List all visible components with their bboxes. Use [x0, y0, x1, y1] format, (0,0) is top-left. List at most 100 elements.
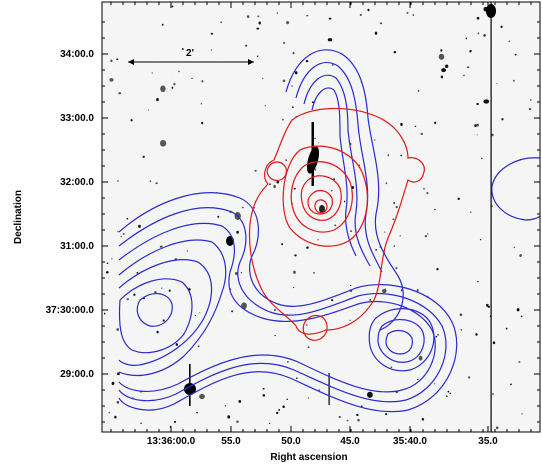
field-source	[254, 169, 257, 172]
field-source	[518, 361, 521, 363]
field-source	[256, 27, 260, 30]
field-source	[307, 397, 310, 399]
field-source	[116, 58, 119, 61]
field-source	[424, 234, 428, 238]
field-source	[147, 109, 150, 111]
field-source	[256, 55, 259, 58]
field-source	[440, 49, 443, 52]
field-source	[467, 376, 471, 379]
x-tick-labels: 13:36:00.0 55.0 50.0 45.0 35:40.0 35.0	[147, 436, 498, 447]
field-source	[306, 246, 309, 249]
field-source	[314, 168, 317, 171]
field-source	[400, 154, 403, 157]
field-source	[331, 63, 334, 66]
field-source	[350, 284, 352, 286]
field-source	[317, 239, 319, 241]
field-source	[483, 34, 486, 37]
y-tick-label: 34:00.0	[60, 49, 94, 60]
field-source	[438, 53, 445, 60]
field-source	[514, 53, 517, 56]
field-source	[465, 37, 468, 40]
field-source	[445, 395, 448, 397]
field-source	[210, 49, 213, 51]
field-source	[130, 119, 133, 122]
field-source	[476, 123, 480, 127]
field-source	[178, 70, 180, 73]
field-source	[492, 393, 494, 396]
field-source	[367, 8, 370, 12]
field-source	[313, 272, 315, 274]
axis-ticks	[102, 2, 540, 432]
field-source	[276, 180, 280, 184]
field-source	[447, 390, 450, 393]
field-source	[240, 272, 242, 274]
field-source	[393, 201, 396, 205]
field-source	[108, 411, 110, 414]
field-source	[420, 132, 424, 135]
field-source	[161, 287, 163, 289]
y-tick-label: 29:00.0	[60, 369, 94, 380]
field-source	[470, 211, 472, 213]
field-source	[417, 89, 420, 92]
field-source	[417, 378, 419, 381]
field-source	[359, 13, 362, 17]
field-source	[168, 289, 171, 292]
field-source	[196, 411, 198, 414]
field-source	[186, 250, 189, 252]
scale-bar-label: 2'	[186, 48, 194, 59]
y-tick-label: 33:00.0	[60, 113, 94, 124]
plot-frame	[101, 1, 541, 433]
field-source	[385, 413, 388, 416]
field-source	[238, 399, 242, 403]
field-source	[327, 38, 333, 42]
field-source	[400, 122, 403, 126]
field-source	[392, 218, 395, 221]
field-source	[282, 41, 286, 45]
field-source	[530, 99, 532, 101]
field-source	[122, 232, 125, 235]
field-source	[505, 327, 508, 330]
field-source	[356, 413, 359, 417]
field-source	[294, 254, 297, 257]
field-source	[379, 22, 383, 25]
field-source	[343, 200, 346, 203]
field-source	[175, 343, 178, 346]
field-source	[516, 308, 520, 312]
field-source	[210, 32, 214, 35]
field-source	[393, 50, 397, 54]
field-source	[418, 355, 423, 361]
field-source	[306, 324, 308, 326]
field-source	[435, 335, 438, 338]
field-source	[395, 266, 398, 270]
field-source	[274, 335, 276, 337]
field-source	[349, 230, 353, 232]
field-source	[330, 190, 333, 192]
field-source	[318, 142, 320, 144]
field-source	[262, 387, 265, 390]
field-source	[521, 413, 523, 415]
field-source	[381, 288, 387, 294]
field-source	[110, 59, 113, 63]
x-tick-label: 55.0	[221, 436, 241, 447]
field-source	[433, 383, 436, 385]
field-source	[278, 408, 281, 411]
field-source	[477, 280, 479, 283]
field-source	[114, 415, 117, 419]
diffraction-spike	[490, 2, 492, 432]
field-source	[276, 12, 278, 14]
y-tick-label: 37:30:00.0	[46, 305, 95, 316]
field-source	[142, 155, 145, 158]
field-source	[338, 415, 341, 419]
field-source	[149, 180, 152, 183]
field-source	[161, 23, 164, 26]
field-source	[220, 21, 223, 24]
field-source	[510, 383, 512, 386]
field-source	[434, 121, 437, 125]
x-axis-title: Right ascension	[270, 452, 347, 463]
field-source	[519, 253, 522, 258]
field-source	[295, 377, 298, 379]
field-source	[118, 92, 122, 95]
field-source	[390, 366, 393, 369]
field-source	[449, 392, 452, 395]
field-source	[307, 346, 310, 349]
